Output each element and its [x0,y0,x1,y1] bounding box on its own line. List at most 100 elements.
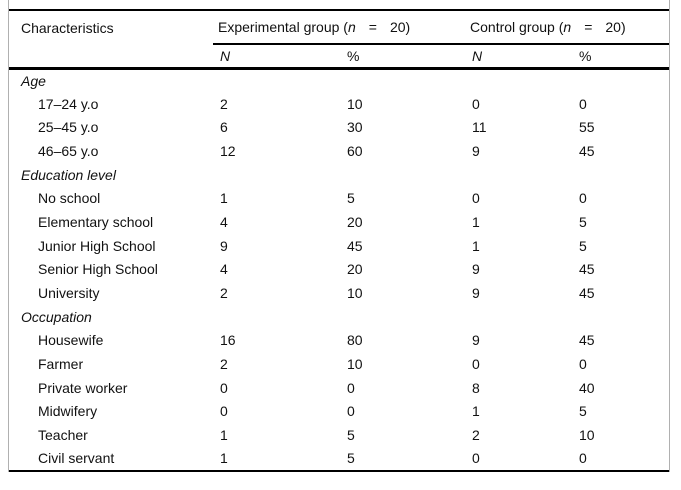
row-label: Private worker [38,379,128,396]
cell-value: 9 [472,261,480,278]
cell-value: 45 [579,142,595,159]
control-group-label: Control group ( [470,19,564,35]
row-label: 17–24 y.o [38,95,99,112]
control-group-count: 20) [605,19,626,35]
cell-value: 45 [579,332,595,349]
experimental-group-label: Experimental group ( [218,19,348,35]
cell-value: 0 [579,450,587,467]
row-label: Midwifery [38,403,98,420]
cell-value: 2 [220,356,228,373]
cell-value: 40 [579,379,595,396]
table-row: 46–65 y.o 12 60 9 45 [9,139,669,163]
row-label: Junior High School [38,237,156,254]
cell-value: 0 [220,403,228,420]
table-row: Teacher 1 5 2 10 [9,423,669,447]
section-row: Occupation [9,305,669,329]
cell-value: 45 [579,285,595,302]
subheader-empty-cell [9,44,213,70]
row-label: 25–45 y.o [38,119,99,136]
cell-value: 45 [347,237,363,254]
row-label: Senior High School [38,261,158,278]
cell-value: 10 [579,427,595,444]
row-label: Elementary school [38,213,154,230]
cell-value: 0 [472,190,480,207]
experimental-group-count: 20) [389,19,411,35]
n-symbol: N [472,47,483,64]
cell-value: 9 [220,237,228,254]
n-symbol: n [347,19,356,35]
experimental-percent-header: % [340,44,466,70]
equals-sign: = [368,19,377,35]
cell-value: 5 [347,190,355,207]
cell-value: 4 [220,261,228,278]
cell-value: 12 [220,142,236,159]
section-row: Education level [9,163,669,187]
cell-value: 0 [579,190,587,207]
cell-value: 11 [472,119,487,136]
cell-value: 5 [579,237,587,254]
experimental-group-header: Experimental group (n = 20) [213,10,466,45]
cell-value: 2 [220,285,228,302]
cell-value: 20 [347,213,363,230]
cell-value: 0 [579,95,587,112]
cell-value: 1 [472,403,480,420]
table-row: 25–45 y.o 6 30 11 55 [9,115,669,139]
cell-value: 8 [472,379,480,396]
cell-value: 30 [347,119,363,136]
n-symbol: N [220,47,231,64]
cell-value: 0 [220,379,228,396]
equals-sign: = [584,19,593,35]
table-row: 17–24 y.o 2 10 0 0 [9,92,669,116]
cell-value: 2 [220,95,228,112]
cell-value: 4 [220,213,228,230]
table-row: Senior High School 4 20 9 45 [9,258,669,282]
control-percent-header: % [572,44,670,70]
row-label: University [38,285,100,302]
table-row: No school 1 5 0 0 [9,186,669,210]
table-row: Civil servant 1 5 0 0 [9,447,669,471]
table-row: Housewife 16 80 9 45 [9,329,669,353]
table-row: Junior High School 9 45 1 5 [9,234,669,258]
subheader-row: N % N % [9,44,670,70]
cell-value: 16 [220,332,236,349]
cell-value: 20 [347,261,363,278]
cell-value: 45 [579,261,595,278]
cell-value: 10 [347,95,363,112]
cell-value: 10 [347,356,363,373]
cell-value: 0 [347,379,355,396]
cell-value: 5 [347,450,355,467]
cell-value: 60 [347,142,363,159]
cell-value: 1 [220,427,228,444]
table-row: University 2 10 9 45 [9,281,669,305]
section-title: Age [21,72,46,89]
table-row: Private worker 0 0 8 40 [9,376,669,400]
table-row: Farmer 2 10 0 0 [9,352,669,376]
characteristics-header: Characteristics [21,19,114,36]
cell-value: 0 [472,95,480,112]
cell-value: 9 [472,285,480,302]
cell-value: 10 [347,285,363,302]
characteristics-table-frame: Characteristics Experimental group (n = 20… [8,0,670,472]
cell-value: 1 [220,450,228,467]
cell-value: 1 [472,237,480,254]
row-label: 46–65 y.o [38,142,99,159]
table-row: Midwifery 0 0 1 5 [9,400,669,424]
row-label: No school [38,190,101,207]
cell-value: 0 [347,403,355,420]
cell-value: 0 [472,356,480,373]
table-body: Age 17–24 y.o 2 10 0 0 25–45 y.o 6 30 11 55 46–65 y… [9,68,669,471]
row-label: Housewife [38,332,104,349]
characteristics-table: Characteristics Experimental group (n = 20… [9,9,670,472]
group-header-row: Characteristics Experimental group (n = 20… [9,10,670,45]
section-title: Occupation [21,308,92,325]
cell-value: 55 [579,119,595,136]
cell-value: 1 [472,213,480,230]
cell-value: 6 [220,119,228,136]
row-label: Civil servant [38,450,115,467]
control-n-header: N [465,44,573,70]
row-label: Teacher [38,427,88,444]
cell-value: 5 [347,427,355,444]
cell-value: 0 [579,356,587,373]
cell-value: 1 [220,190,228,207]
cell-value: 9 [472,332,480,349]
